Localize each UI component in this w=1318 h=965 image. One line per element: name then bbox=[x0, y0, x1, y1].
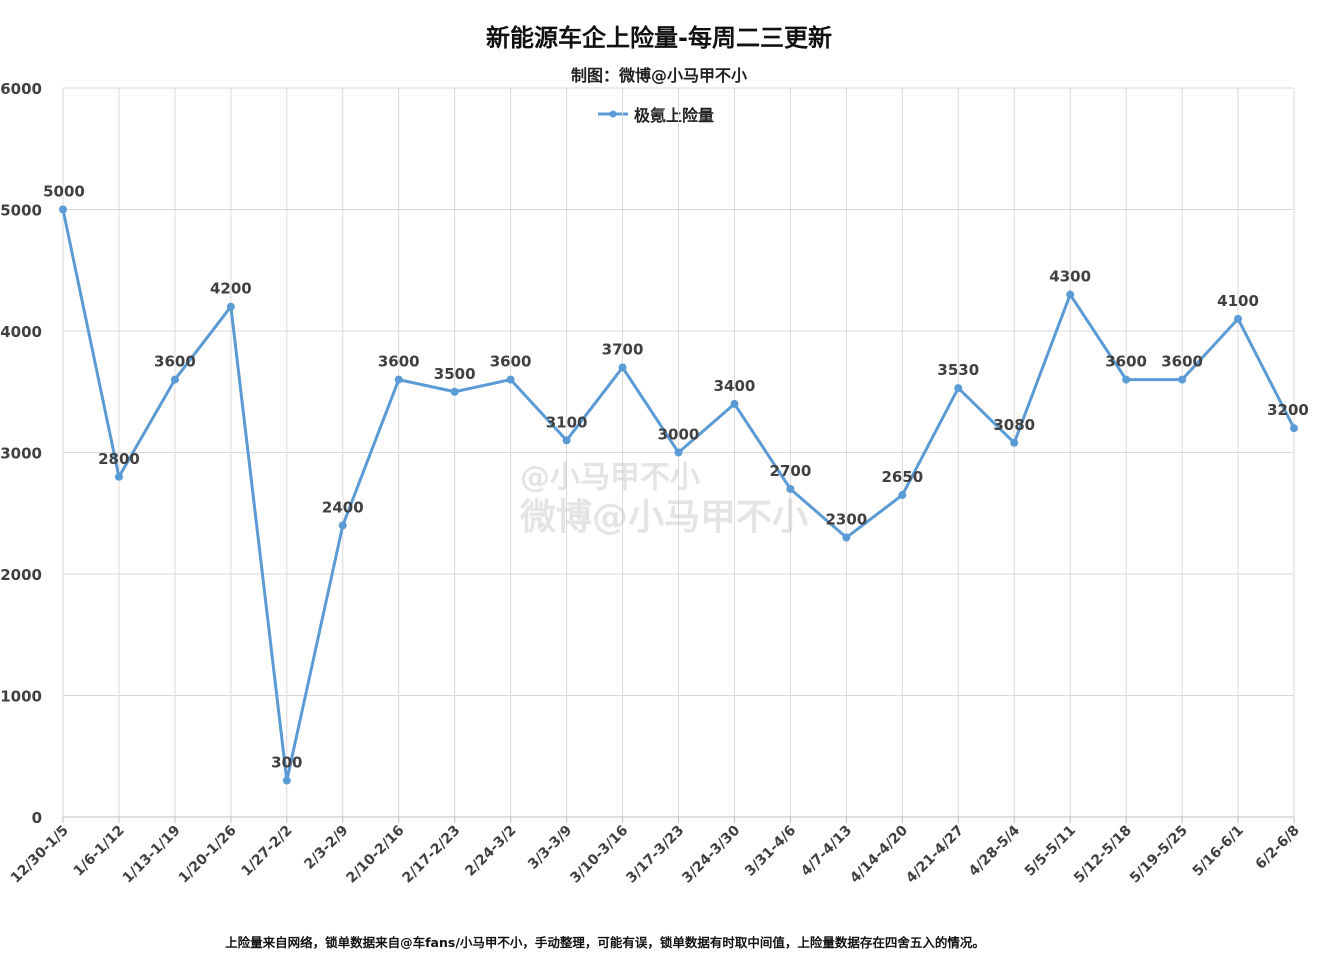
data-point bbox=[226, 302, 235, 311]
x-tick-label: 2/17-2/23 bbox=[400, 823, 464, 887]
data-point bbox=[1066, 290, 1075, 299]
data-point bbox=[898, 491, 907, 500]
y-tick-label: 3000 bbox=[0, 445, 42, 463]
data-point bbox=[282, 776, 291, 785]
x-tick-label: 2/3-2/9 bbox=[301, 823, 351, 873]
x-tick-label: 3/10-3/16 bbox=[567, 823, 631, 887]
data-label: 2300 bbox=[825, 511, 867, 529]
data-point bbox=[1122, 375, 1131, 384]
data-point bbox=[730, 399, 739, 408]
legend-label: 极氪上险量 bbox=[634, 106, 715, 125]
x-tick-label: 12/30-1/5 bbox=[8, 823, 72, 887]
data-label: 3600 bbox=[1161, 353, 1203, 371]
x-tick-label: 1/6-1/12 bbox=[71, 823, 128, 880]
data-point bbox=[562, 436, 571, 445]
data-point bbox=[1010, 438, 1019, 447]
data-point bbox=[506, 375, 515, 384]
data-label: 2650 bbox=[881, 468, 923, 486]
data-point bbox=[170, 375, 179, 384]
x-tick-label: 5/5-5/11 bbox=[1022, 823, 1079, 880]
y-tick-label: 6000 bbox=[0, 80, 42, 98]
data-label: 3000 bbox=[658, 426, 700, 444]
data-label: 3600 bbox=[490, 353, 532, 371]
x-tick-label: 1/27-2/2 bbox=[239, 823, 296, 880]
data-label: 3200 bbox=[1267, 401, 1309, 419]
chart-title: 新能源车企上险量-每周二三更新 bbox=[486, 24, 832, 52]
x-tick-label: 3/3-3/9 bbox=[525, 823, 575, 873]
data-label: 2800 bbox=[98, 450, 140, 468]
data-point bbox=[338, 521, 347, 530]
data-label: 3600 bbox=[1105, 353, 1147, 371]
chart-subtitle: 制图：微博@小马甲不小 bbox=[570, 66, 747, 85]
data-label: 300 bbox=[271, 754, 302, 772]
x-tick-label: 3/17-3/23 bbox=[623, 823, 687, 887]
x-tick-label: 2/24-3/2 bbox=[462, 823, 519, 880]
y-tick-label: 0 bbox=[32, 809, 42, 827]
x-tick-label: 4/28-5/4 bbox=[966, 822, 1023, 879]
y-tick-label: 5000 bbox=[0, 202, 42, 220]
data-label: 3500 bbox=[434, 365, 476, 383]
data-label: 3700 bbox=[602, 340, 644, 358]
x-tick-label: 1/20-1/26 bbox=[176, 823, 240, 887]
data-label: 2700 bbox=[770, 462, 812, 480]
x-tick-label: 4/21-4/27 bbox=[903, 823, 967, 887]
data-point bbox=[674, 448, 683, 457]
y-tick-label: 2000 bbox=[0, 566, 42, 584]
data-point bbox=[842, 533, 851, 542]
data-point bbox=[1234, 314, 1243, 323]
x-tick-label: 5/19-5/25 bbox=[1127, 823, 1191, 887]
data-label: 3400 bbox=[714, 377, 756, 395]
data-point bbox=[394, 375, 403, 384]
data-label: 5000 bbox=[43, 183, 85, 201]
data-label: 3530 bbox=[937, 361, 979, 379]
data-label: 3100 bbox=[546, 413, 588, 431]
data-point bbox=[114, 472, 123, 481]
data-point bbox=[1178, 375, 1187, 384]
x-tick-label: 2/10-2/16 bbox=[344, 823, 408, 887]
data-point bbox=[786, 484, 795, 493]
x-tick-label: 5/12-5/18 bbox=[1071, 823, 1135, 887]
data-label: 4200 bbox=[210, 280, 252, 298]
y-tick-label: 1000 bbox=[0, 688, 42, 706]
data-point bbox=[1290, 424, 1298, 433]
data-label: 4300 bbox=[1049, 268, 1091, 286]
footnote: 上险量来自网络，锁单数据来自@车fans/小马甲不小，手动整理，可能有误，锁单数… bbox=[225, 935, 985, 950]
x-tick-label: 4/7-4/13 bbox=[798, 823, 855, 880]
data-point bbox=[450, 387, 459, 396]
data-point bbox=[618, 363, 627, 372]
x-tick-label: 3/24-3/30 bbox=[679, 822, 743, 886]
y-tick-label: 4000 bbox=[0, 323, 42, 341]
x-tick-label: 1/13-1/19 bbox=[120, 823, 184, 887]
data-point bbox=[59, 205, 67, 214]
x-tick-label: 6/2-6/8 bbox=[1253, 823, 1303, 873]
data-label: 3600 bbox=[378, 353, 420, 371]
x-tick-label: 3/31-4/6 bbox=[742, 823, 799, 880]
data-label: 3080 bbox=[993, 416, 1035, 434]
data-point bbox=[954, 384, 963, 393]
data-label: 2400 bbox=[322, 498, 364, 516]
data-label: 3600 bbox=[154, 353, 196, 371]
x-tick-label: 4/14-4/20 bbox=[847, 822, 911, 886]
x-tick-label: 5/16-6/1 bbox=[1190, 823, 1247, 880]
data-label: 4100 bbox=[1217, 292, 1259, 310]
